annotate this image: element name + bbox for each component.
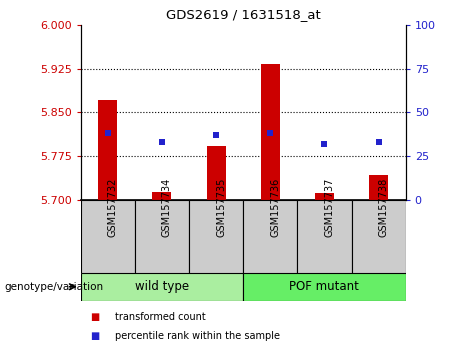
- Bar: [207, 146, 225, 200]
- Bar: [153, 192, 171, 200]
- Text: ■: ■: [90, 331, 99, 341]
- Text: GSM157737: GSM157737: [325, 178, 334, 237]
- Point: [158, 139, 165, 145]
- Bar: [352, 200, 406, 273]
- Point: [213, 132, 220, 138]
- Text: GSM157738: GSM157738: [378, 178, 389, 237]
- Bar: [189, 200, 243, 273]
- Bar: [81, 200, 135, 273]
- Text: genotype/variation: genotype/variation: [5, 282, 104, 292]
- Text: transformed count: transformed count: [115, 312, 206, 322]
- Point: [266, 131, 274, 136]
- Text: POF mutant: POF mutant: [290, 280, 360, 293]
- Bar: [261, 64, 280, 200]
- Bar: [81, 273, 243, 301]
- Bar: [98, 99, 117, 200]
- Point: [375, 139, 382, 145]
- Point: [321, 141, 328, 147]
- Point: [104, 131, 112, 136]
- Title: GDS2619 / 1631518_at: GDS2619 / 1631518_at: [166, 8, 320, 21]
- Bar: [243, 273, 406, 301]
- Bar: [369, 176, 388, 200]
- Text: percentile rank within the sample: percentile rank within the sample: [115, 331, 280, 341]
- Text: GSM157735: GSM157735: [216, 178, 226, 237]
- Text: GSM157734: GSM157734: [162, 178, 172, 237]
- Bar: [135, 200, 189, 273]
- Bar: [315, 193, 334, 200]
- Bar: [243, 200, 297, 273]
- Text: GSM157736: GSM157736: [270, 178, 280, 237]
- Text: ■: ■: [90, 312, 99, 322]
- Text: wild type: wild type: [135, 280, 189, 293]
- Bar: [297, 200, 352, 273]
- Text: GSM157732: GSM157732: [108, 178, 118, 237]
